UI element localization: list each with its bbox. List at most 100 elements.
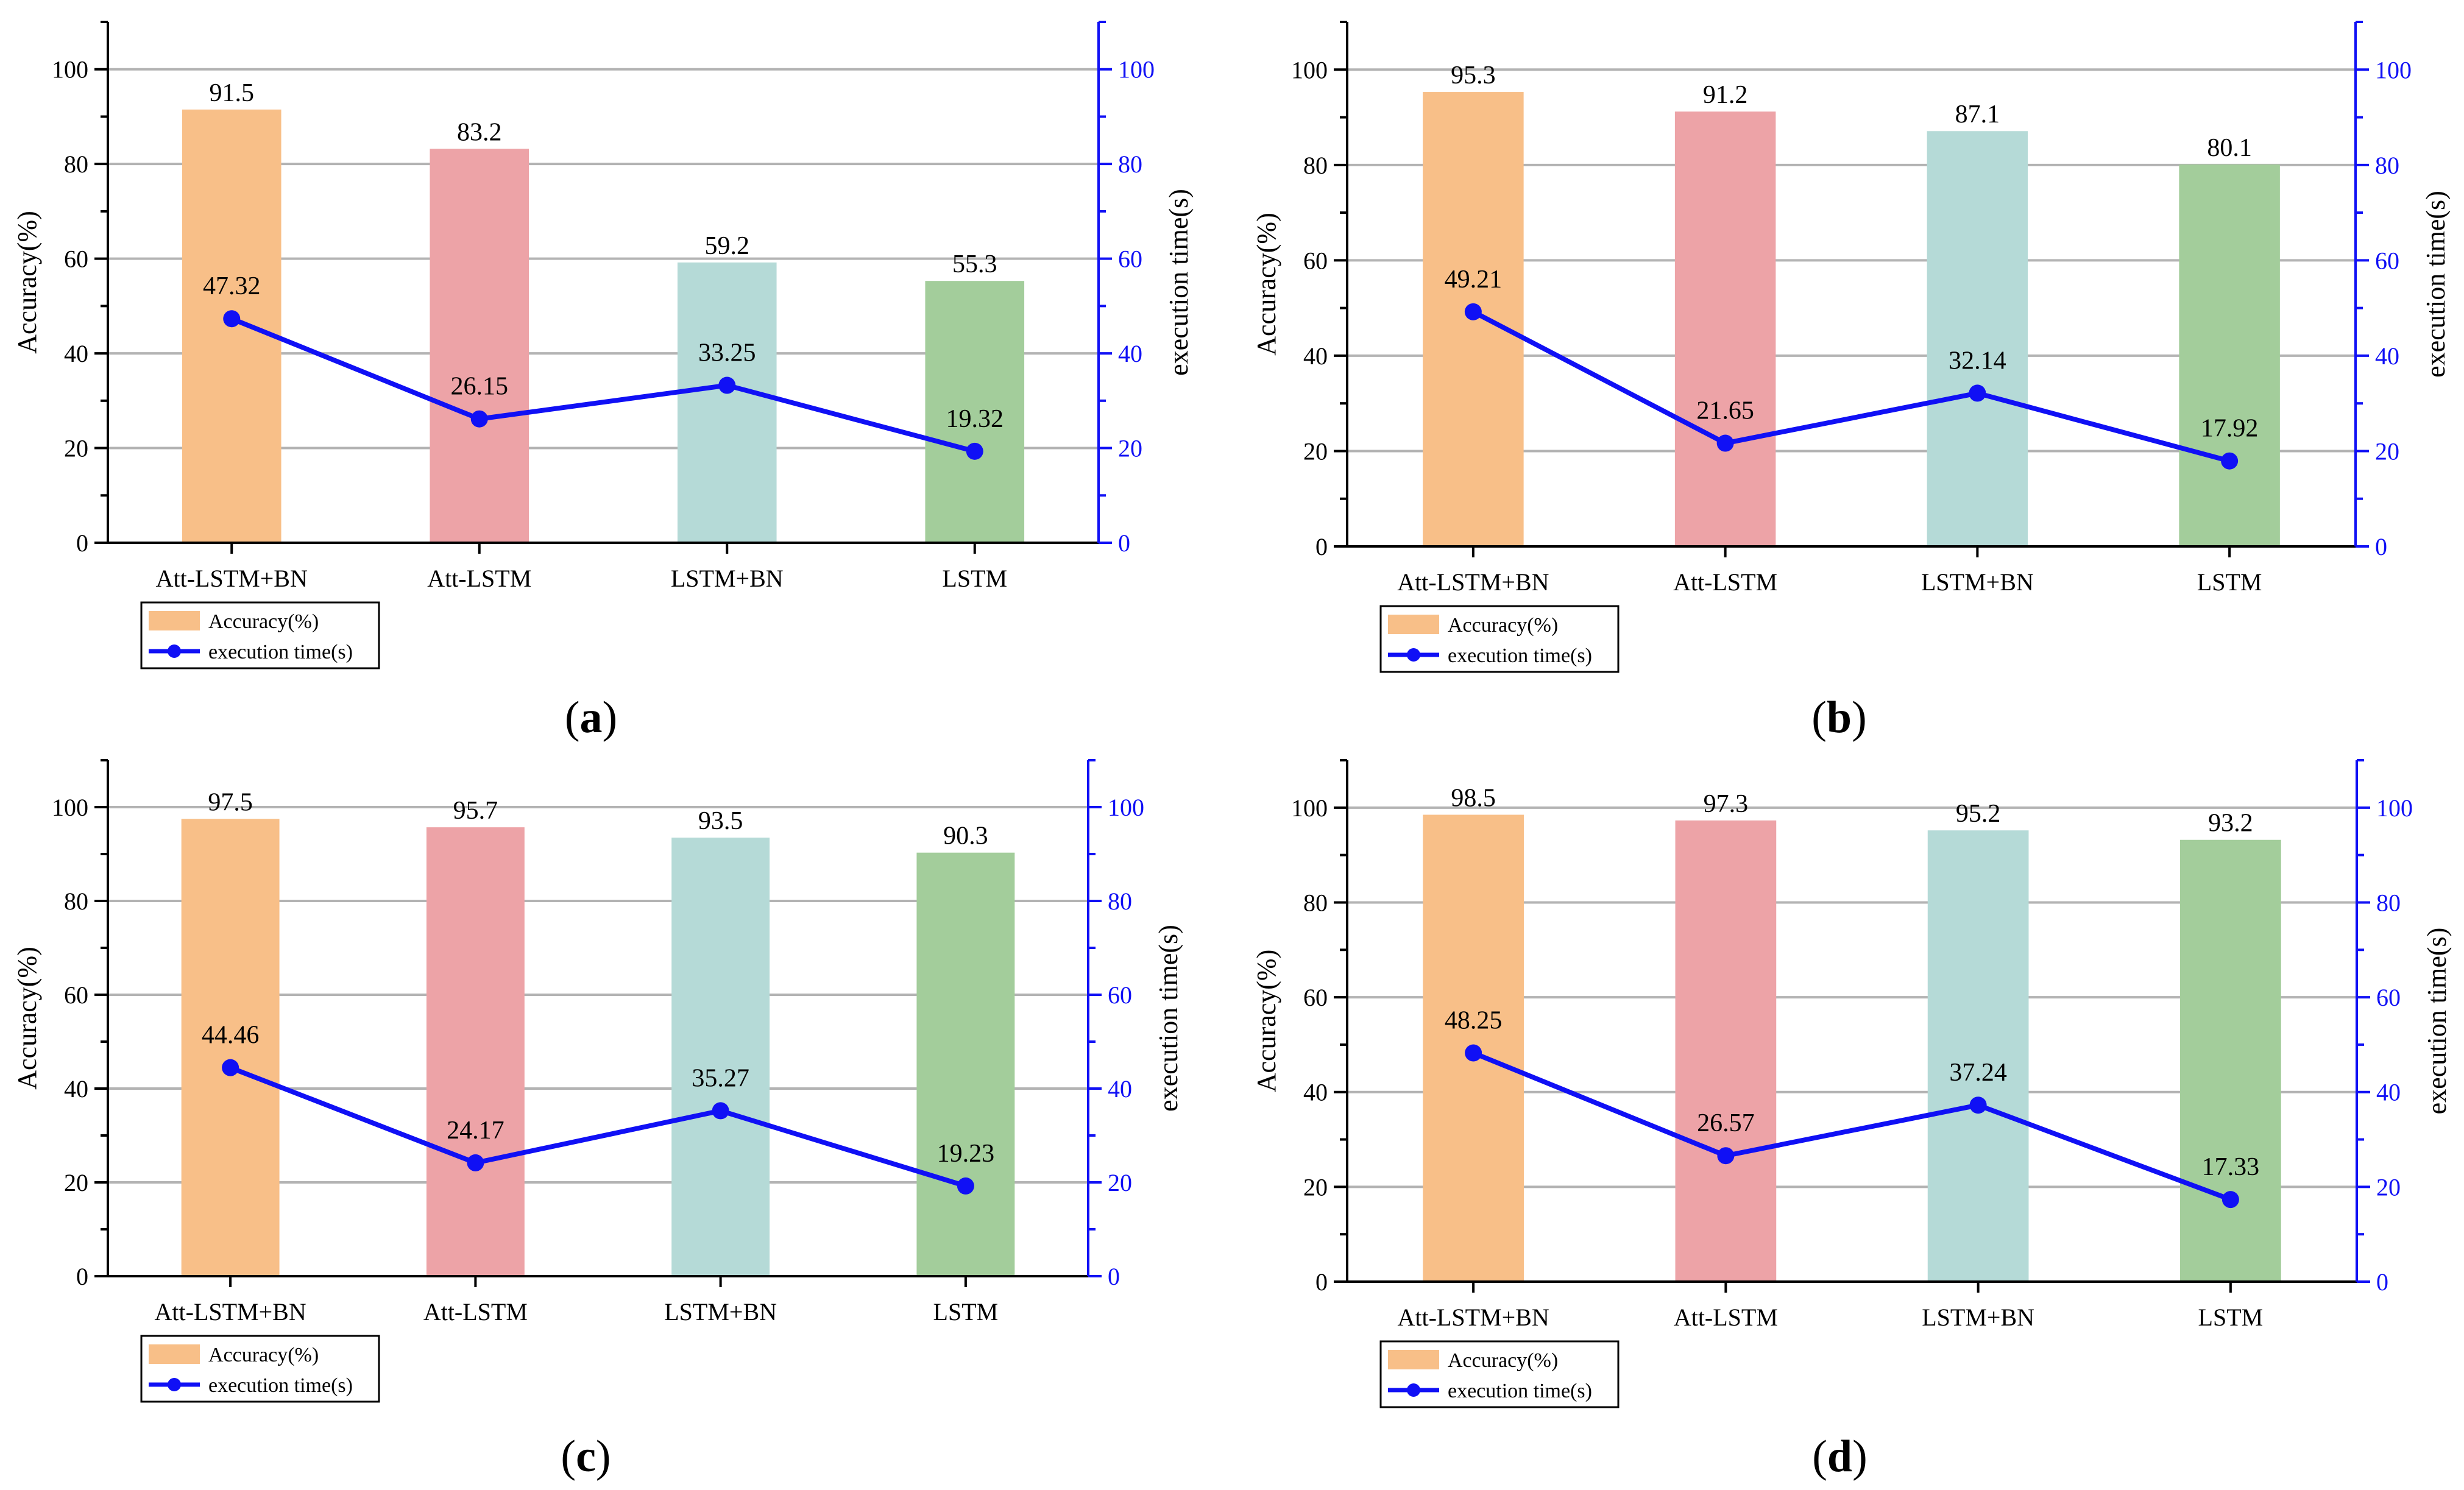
y2-tick-label: 60 [1118,245,1142,273]
y-tick-label: 20 [1303,1173,1328,1201]
legend-execution-label: execution time(s) [1448,644,1592,667]
y-tick-label: 60 [64,981,88,1009]
execution-time-line [1472,1050,2232,1202]
y-tick-label: 20 [64,435,88,462]
y2-tick-label: 20 [1118,435,1142,462]
y-tick-label: 80 [1303,152,1328,179]
execution-time-point [957,1177,974,1195]
execution-time-point [1465,1044,1482,1062]
y-tick-label: 100 [1291,794,1328,822]
y-tick-label: 0 [1315,533,1328,560]
accuracy-bar [916,852,1015,1276]
execution-time-line [1472,309,2231,464]
panel-caption-close: ) [596,1432,611,1481]
execution-time-point [1969,384,1986,402]
accuracy-bar [671,838,770,1276]
accuracy-value-label: 95.7 [453,797,498,825]
legend-accuracy-swatch [149,1344,200,1364]
execution-time-value-label: 26.15 [451,373,509,401]
panel-caption-close: ) [603,693,618,743]
execution-time-value-label: 37.24 [1949,1059,2007,1087]
y2-axis-title: execution time(s) [1164,189,1194,376]
y-tick-label: 100 [52,56,88,83]
y-tick-label: 100 [1291,56,1328,83]
panel-caption-open: ( [1811,693,1827,743]
y-tick-label: 60 [1303,984,1328,1011]
y-tick-label: 20 [1303,437,1328,465]
y2-tick-label: 80 [1108,888,1132,915]
y2-tick-label: 80 [2376,889,2401,916]
execution-time-point [1716,434,1734,452]
execution-time-value-label: 21.65 [1696,397,1754,425]
execution-time-value-label: 19.32 [946,405,1004,433]
chart-panel-d: 98.5 97.3 95.2 93.2 0 20 40 60 80 100 0 20 40 60 80 100… [1251,759,2452,1481]
legend-line-marker [168,1378,181,1391]
y2-tick-label: 80 [1118,150,1142,178]
accuracy-value-label: 93.2 [2208,810,2253,838]
y-axis-title: Accuracy(%) [1251,950,1281,1093]
accuracy-bar [426,827,525,1276]
legend-execution-label: execution time(s) [208,1374,353,1397]
execution-time-point [467,1154,484,1171]
execution-time-value-label: 49.21 [1445,266,1503,294]
y-tick-label: 40 [64,1075,88,1103]
execution-time-point [470,410,488,428]
accuracy-bar [925,281,1025,543]
execution-time-value-label: 32.14 [1949,347,2006,375]
accuracy-bar [1675,820,1777,1282]
execution-time-value-label: 44.46 [202,1022,260,1050]
y2-tick-label: 40 [2376,1079,2401,1106]
y-axis-title: Accuracy(%) [12,211,42,354]
y2-tick-label: 0 [2376,1268,2388,1296]
legend-execution-label: execution time(s) [208,641,353,663]
legend-line-marker [1407,648,1420,662]
x-category-label: Att-LSTM [1674,1304,1778,1331]
y2-tick-label: 60 [2375,247,2399,274]
legend-accuracy-label: Accuracy(%) [208,610,319,633]
accuracy-value-label: 83.2 [457,118,502,146]
panel-caption-letter: d [1827,1432,1852,1481]
legend-execution-label: execution time(s) [1448,1380,1592,1402]
execution-time-line [230,316,975,454]
y2-tick-label: 20 [2375,437,2399,465]
accuracy-bar [1674,111,1776,547]
execution-time-point [2221,1191,2239,1209]
y2-tick-label: 100 [1108,794,1144,821]
y2-axis-title: execution time(s) [2421,191,2451,378]
panel-caption-letter: b [1827,693,1852,743]
accuracy-value-label: 98.5 [1451,784,1496,812]
y2-tick-label: 100 [1118,56,1155,83]
y-tick-label: 100 [52,794,88,821]
y-tick-label: 80 [64,888,88,915]
x-category-label: Att-LSTM+BN [1397,568,1549,596]
y-tick-label: 0 [76,1263,88,1290]
accuracy-value-label: 91.5 [210,79,255,107]
legend-line-marker [168,644,181,658]
x-category-label: Att-LSTM [423,1298,528,1326]
execution-time-point [1717,1147,1735,1165]
y-tick-label: 20 [64,1169,88,1196]
y2-tick-label: 100 [2376,794,2413,822]
execution-time-point [223,310,241,328]
y-tick-label: 80 [64,150,88,178]
panel-caption-open: ( [565,693,580,743]
x-category-label: LSTM+BN [1921,568,2034,596]
x-category-label: LSTM [942,565,1007,592]
y2-tick-label: 0 [1108,1263,1120,1290]
accuracy-value-label: 90.3 [943,822,988,850]
accuracy-value-label: 97.5 [208,788,253,816]
y-tick-label: 40 [1303,342,1328,370]
legend-line-marker [1407,1383,1420,1397]
execution-time-value-label: 17.33 [2202,1153,2260,1181]
panel-caption: (b) [1811,693,1866,743]
legend-accuracy-label: Accuracy(%) [1448,614,1558,637]
legend: Accuracy(%) execution time(s) [140,1335,380,1403]
execution-time-value-label: 47.32 [203,272,261,300]
panel-caption-letter: a [580,693,603,743]
accuracy-value-label: 93.5 [698,807,743,835]
legend: Accuracy(%) execution time(s) [1379,1340,1620,1408]
y-axis-title: Accuracy(%) [1251,213,1281,356]
execution-time-point [222,1059,239,1076]
accuracy-bar [430,149,529,543]
